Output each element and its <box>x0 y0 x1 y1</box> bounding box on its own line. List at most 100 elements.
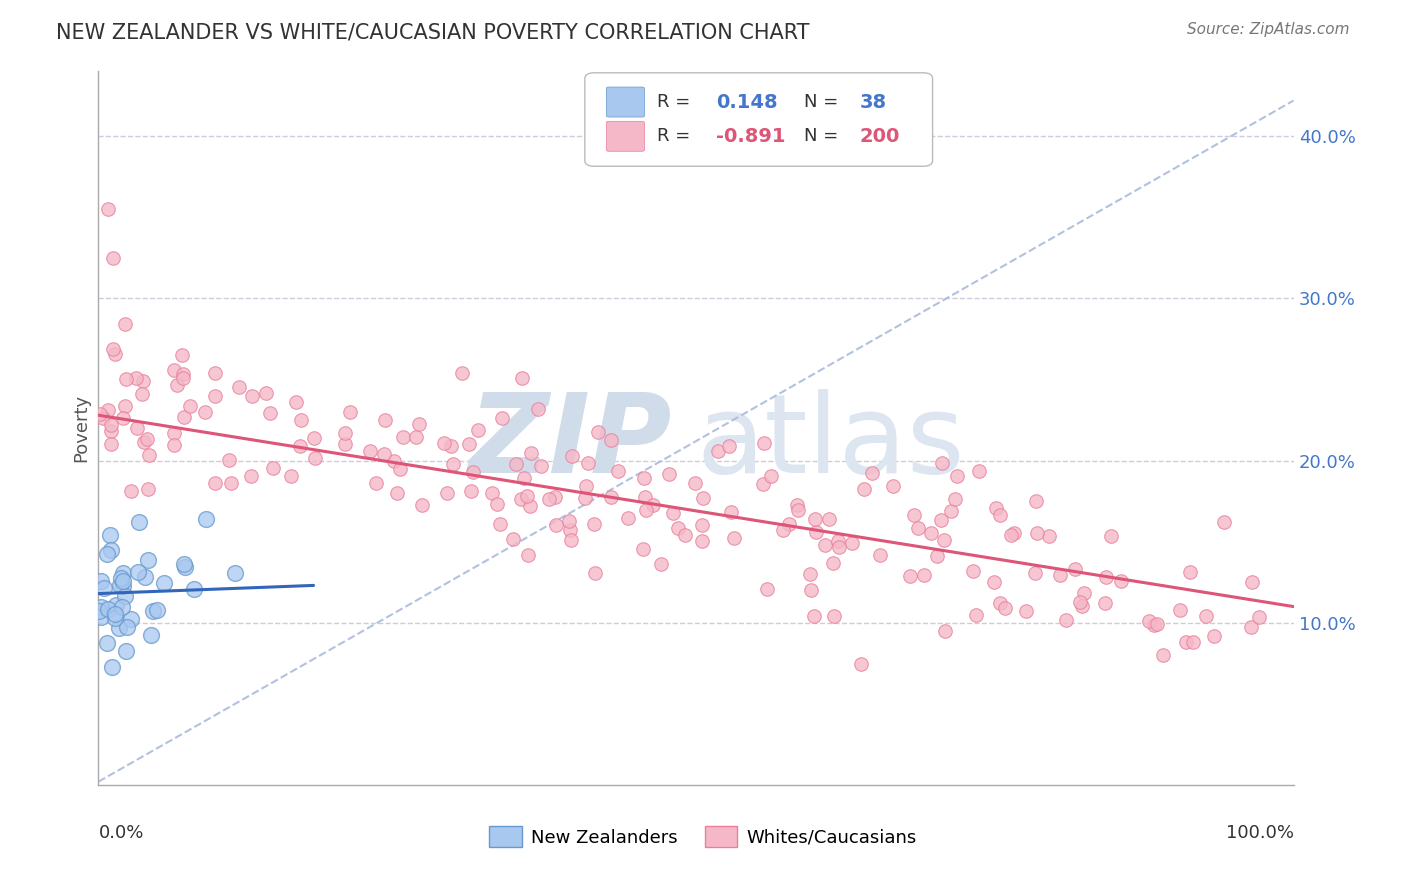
Point <box>723 532 745 546</box>
Point <box>284 395 307 409</box>
Point <box>787 503 810 517</box>
Point <box>983 575 1005 590</box>
Point <box>799 566 821 581</box>
Point <box>860 467 883 481</box>
Point <box>931 456 953 470</box>
Point <box>967 464 990 478</box>
Point <box>166 377 188 392</box>
Point <box>1152 648 1174 662</box>
Point <box>219 475 242 490</box>
Point <box>224 566 246 580</box>
Point <box>560 523 582 537</box>
Point <box>100 418 122 433</box>
Point <box>228 379 250 393</box>
Point <box>1073 586 1095 600</box>
Text: atlas: atlas <box>696 389 965 496</box>
Point <box>1064 562 1087 576</box>
Point <box>104 611 127 625</box>
Point <box>489 516 512 531</box>
Point <box>132 434 155 449</box>
Point <box>803 609 825 624</box>
Point <box>544 490 567 504</box>
Point <box>946 469 969 483</box>
Point <box>136 553 159 567</box>
Point <box>139 628 162 642</box>
Point <box>172 371 194 385</box>
Point <box>152 575 174 590</box>
Point <box>1142 618 1164 632</box>
Point <box>467 423 489 437</box>
Point <box>218 452 240 467</box>
Point <box>104 598 127 612</box>
Point <box>925 549 948 564</box>
Point <box>100 437 122 451</box>
Point <box>134 569 156 583</box>
Point <box>692 491 714 505</box>
Point <box>932 533 955 547</box>
Point <box>458 437 481 451</box>
Point <box>460 483 482 498</box>
Point <box>558 515 581 529</box>
Point <box>814 538 837 552</box>
Text: 0.148: 0.148 <box>716 93 778 112</box>
Point <box>114 589 136 603</box>
Point <box>717 439 740 453</box>
Point <box>136 432 159 446</box>
Point <box>138 448 160 462</box>
Point <box>240 389 263 403</box>
Text: NEW ZEALANDER VS WHITE/CAUCASIAN POVERTY CORRELATION CHART: NEW ZEALANDER VS WHITE/CAUCASIAN POVERTY… <box>56 22 810 42</box>
Point <box>112 579 135 593</box>
Point <box>907 521 929 535</box>
FancyBboxPatch shape <box>606 87 644 117</box>
Point <box>89 604 111 618</box>
Point <box>179 399 201 413</box>
Point <box>1002 526 1025 541</box>
Point <box>538 491 561 506</box>
Point <box>530 458 553 473</box>
Text: 200: 200 <box>859 127 900 145</box>
Point <box>485 497 508 511</box>
Point <box>108 578 131 592</box>
Point <box>692 517 714 532</box>
Point <box>131 374 153 388</box>
Point <box>1180 565 1202 579</box>
Point <box>841 536 863 550</box>
Point <box>239 469 262 483</box>
Point <box>172 367 194 381</box>
Point <box>302 431 325 445</box>
Text: -0.891: -0.891 <box>716 127 786 145</box>
Point <box>1182 634 1205 648</box>
Point <box>817 512 839 526</box>
Point <box>101 251 124 265</box>
Point <box>392 430 415 444</box>
Point <box>366 475 388 490</box>
Point <box>288 439 311 453</box>
Point <box>163 425 186 440</box>
Point <box>163 363 186 377</box>
Point <box>162 438 184 452</box>
Point <box>662 506 685 520</box>
Point <box>111 600 134 615</box>
Point <box>720 505 742 519</box>
Point <box>1168 603 1191 617</box>
Point <box>631 542 654 557</box>
Point <box>204 389 226 403</box>
Point <box>617 511 640 525</box>
Point <box>481 486 503 500</box>
Point <box>513 470 536 484</box>
Point <box>90 574 112 589</box>
Text: 100.0%: 100.0% <box>1226 824 1294 842</box>
Point <box>120 612 142 626</box>
Point <box>517 548 540 562</box>
Point <box>943 491 966 506</box>
Point <box>405 430 427 444</box>
Point <box>778 517 800 532</box>
Point <box>965 607 987 622</box>
Point <box>882 479 904 493</box>
Point <box>254 386 277 401</box>
Point <box>852 482 875 496</box>
Point <box>583 566 606 580</box>
Point <box>173 558 195 572</box>
Point <box>772 523 794 537</box>
Point <box>100 424 122 438</box>
